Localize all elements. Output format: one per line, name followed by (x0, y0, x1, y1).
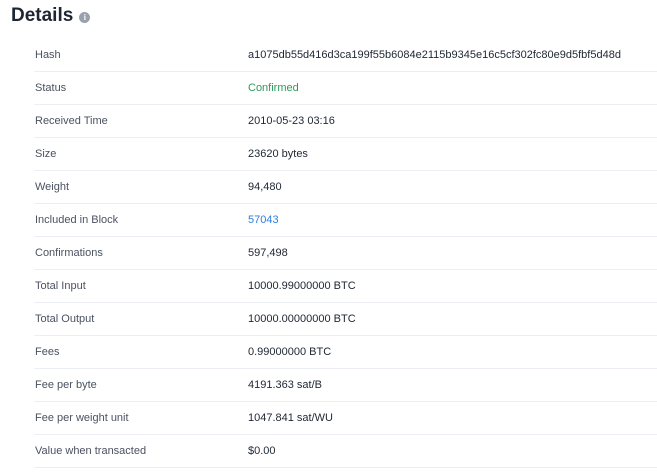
detail-label: Fee per weight unit (35, 412, 129, 424)
detail-value: 94,480 (248, 181, 282, 193)
detail-label: Fees (35, 346, 60, 358)
detail-row: Hash a1075db55d416d3ca199f55b6084e2115b93… (34, 39, 657, 72)
detail-label: Confirmations (35, 247, 103, 259)
status-value: Confirmed (248, 82, 299, 94)
detail-value: 1047.841 sat/WU (248, 412, 333, 424)
detail-value: 10000.99000000 BTC (248, 280, 356, 292)
detail-label: Size (35, 148, 57, 160)
detail-value: 10000.00000000 BTC (248, 313, 356, 325)
detail-label: Received Time (35, 115, 108, 127)
page-title: Details (11, 5, 74, 26)
detail-label: Total Input (35, 280, 86, 292)
detail-row: Total Input 10000.99000000 BTC (34, 270, 657, 303)
detail-label: Fee per byte (35, 379, 97, 391)
detail-label: Included in Block (35, 214, 119, 226)
detail-value: a1075db55d416d3ca199f55b6084e2115b9345e1… (248, 49, 621, 61)
detail-row: Total Output 10000.00000000 BTC (34, 303, 657, 336)
detail-label: Total Output (35, 313, 95, 325)
details-table: Hash a1075db55d416d3ca199f55b6084e2115b93… (34, 39, 657, 468)
block-link[interactable]: 57043 (248, 214, 279, 226)
detail-label: Weight (35, 181, 70, 193)
detail-label: Value when transacted (35, 445, 147, 457)
detail-value: 2010-05-23 03:16 (248, 115, 335, 127)
detail-value: 4191.363 sat/B (248, 379, 323, 391)
detail-value: 597,498 (248, 247, 288, 259)
detail-row: Included in Block 57043 (34, 204, 657, 237)
detail-row: Value when transacted $0.00 (34, 435, 657, 468)
detail-row: Weight 94,480 (34, 171, 657, 204)
detail-value: 23620 bytes (248, 148, 308, 160)
detail-value: 0.99000000 BTC (248, 346, 332, 358)
detail-row: Size 23620 bytes (34, 138, 657, 171)
detail-row: Fee per byte 4191.363 sat/B (34, 369, 657, 402)
detail-row: Fee per weight unit 1047.841 sat/WU (34, 402, 657, 435)
details-header: Details i (11, 5, 91, 27)
detail-row: Confirmations 597,498 (34, 237, 657, 270)
detail-value: $0.00 (248, 445, 276, 457)
detail-label: Hash (35, 49, 61, 61)
detail-row: Status Confirmed (34, 72, 657, 105)
detail-row: Received Time 2010-05-23 03:16 (34, 105, 657, 138)
info-icon[interactable]: i (79, 11, 91, 23)
detail-row: Fees 0.99000000 BTC (34, 336, 657, 369)
detail-label: Status (35, 82, 67, 94)
